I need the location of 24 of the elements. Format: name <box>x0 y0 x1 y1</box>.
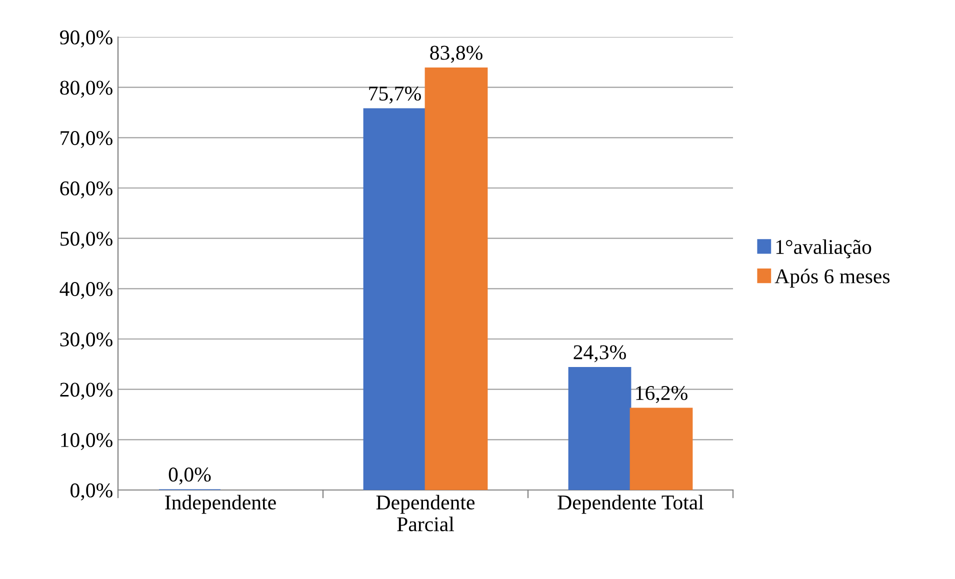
legend-label: Após 6 meses <box>774 268 890 288</box>
x-tick-label: Dependente Total <box>558 494 704 514</box>
y-tick-label: 0,0% <box>70 483 112 500</box>
y-tick-label: 30,0% <box>60 332 112 350</box>
y-tick-label: 80,0% <box>60 80 112 98</box>
bar <box>424 68 488 490</box>
data-label: 75,7% <box>369 86 421 104</box>
y-tick-label: 40,0% <box>60 282 112 300</box>
y-tick-label: 10,0% <box>61 433 112 450</box>
bar <box>363 108 426 490</box>
legend-label: 1°avaliação <box>776 239 872 258</box>
y-tick-label: 50,0% <box>60 232 112 249</box>
y-tick-label: 70,0% <box>60 131 112 148</box>
data-label: 24,3% <box>574 345 626 362</box>
data-label: 83,8% <box>430 46 482 63</box>
y-tick-label: 60,0% <box>60 181 112 198</box>
x-tick-label: Dependente Parcial <box>376 494 475 532</box>
y-tick-label: 90,0% <box>60 30 112 48</box>
x-tick-label: Independente <box>165 494 276 514</box>
data-label: 16,2% <box>636 386 688 404</box>
bar <box>568 366 632 490</box>
y-tick-label: 20,0% <box>60 382 112 400</box>
data-label: 0,0% <box>168 468 211 485</box>
bar <box>630 408 693 490</box>
